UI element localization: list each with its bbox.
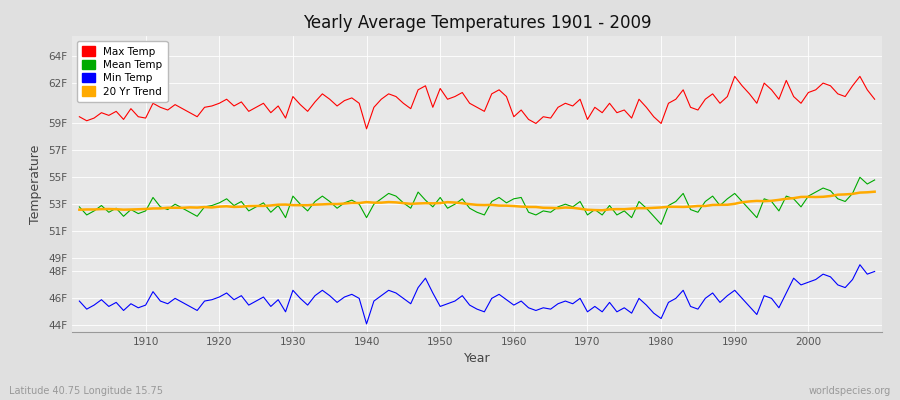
Y-axis label: Temperature: Temperature bbox=[30, 144, 42, 224]
Text: Latitude 40.75 Longitude 15.75: Latitude 40.75 Longitude 15.75 bbox=[9, 386, 163, 396]
Text: worldspecies.org: worldspecies.org bbox=[809, 386, 891, 396]
Legend: Max Temp, Mean Temp, Min Temp, 20 Yr Trend: Max Temp, Mean Temp, Min Temp, 20 Yr Tre… bbox=[77, 41, 167, 102]
Title: Yearly Average Temperatures 1901 - 2009: Yearly Average Temperatures 1901 - 2009 bbox=[302, 14, 652, 32]
X-axis label: Year: Year bbox=[464, 352, 490, 366]
